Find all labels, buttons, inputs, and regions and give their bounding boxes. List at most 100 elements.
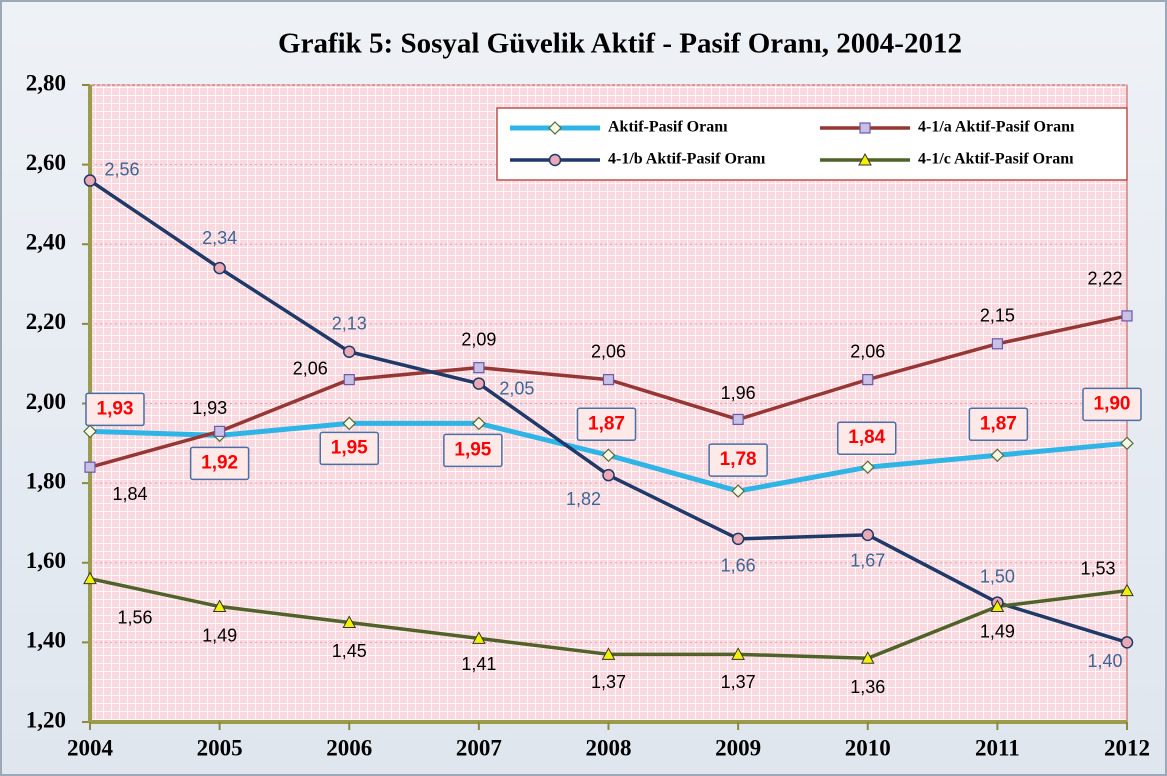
data-label: 1,41 [461,654,496,674]
data-label: 1,95 [454,439,491,460]
marker [548,121,562,135]
data-label: 1,93 [192,398,227,418]
legend-label: 4-1/c Aktif-Pasif Oranı [918,151,1074,168]
marker [212,599,227,613]
data-label: 1,37 [721,672,756,692]
marker [84,461,96,473]
data-label: 1,37 [591,672,626,692]
x-tick-label: 2010 [845,735,891,760]
plot-area [89,84,1128,723]
y-tick-label: 2,20 [26,309,66,334]
y-tick-label: 2,60 [26,150,66,175]
data-label: 1,45 [332,641,367,661]
x-tick-label: 2007 [456,735,502,760]
data-label: 1,93 [97,398,134,419]
data-label: 1,56 [117,607,152,627]
data-label: 2,05 [499,378,534,398]
marker [472,631,486,644]
marker [731,484,745,498]
y-tick-label: 2,80 [26,70,66,95]
data-label: 1,49 [202,625,237,645]
marker [1121,310,1133,322]
marker [83,424,97,439]
data-label: 1,66 [721,556,756,576]
marker [343,345,356,358]
marker [860,460,875,475]
y-tick-label: 2,40 [26,230,66,255]
marker [731,532,745,546]
marker [860,651,875,664]
data-label: 1,95 [331,437,368,458]
data-label: 1,78 [720,449,757,470]
marker [731,647,745,660]
data-label: 1,96 [721,383,756,403]
data-label: 1,67 [850,551,885,571]
y-tick-label: 1,40 [26,628,66,653]
label-box [85,392,145,427]
marker [861,528,874,542]
marker [859,122,871,134]
data-label: 1,84 [112,484,147,504]
data-label: 1,90 [1094,393,1131,414]
marker [214,425,226,437]
marker [602,374,615,386]
legend-label: Aktif-Pasif Oranı [608,119,728,136]
data-label: 1,36 [850,677,885,697]
label-box [837,421,897,455]
data-label: 1,92 [201,452,238,473]
legend-label: 4-1/a Aktif-Pasif Oranı [918,119,1075,136]
marker [990,599,1005,613]
data-label: 2,56 [104,159,139,179]
data-label: 1,50 [980,566,1015,586]
data-label: 1,87 [980,413,1017,434]
label-box [1082,387,1142,422]
data-label: 2,06 [850,341,885,361]
label-box [189,446,250,481]
x-tick-label: 2008 [586,735,632,760]
marker [548,153,562,167]
marker [83,174,97,187]
data-label: 2,13 [332,313,367,333]
x-tick-label: 2011 [975,735,1020,760]
label-box [708,443,768,477]
marker [1120,436,1134,451]
chart-title: Grafik 5: Sosyal Güvelik Aktif - Pasif O… [278,28,962,60]
data-label: 1,49 [980,621,1015,641]
marker [472,377,486,390]
marker [602,468,615,482]
marker [862,374,874,386]
label-box [443,433,503,468]
marker [601,448,616,463]
data-label: 2,06 [293,358,328,378]
marker [991,338,1003,350]
marker [1120,636,1134,649]
x-tick-label: 2012 [1104,735,1150,760]
x-tick-label: 2004 [67,735,114,760]
marker [342,615,357,628]
x-tick-label: 2005 [197,735,243,760]
legend-label: 4-1/b Aktif-Pasif Oranı [608,151,766,168]
marker [213,261,226,275]
data-label: 1,53 [1080,558,1115,578]
marker [83,571,97,585]
marker [473,362,485,374]
marker [343,374,355,386]
data-label: 2,15 [980,306,1015,326]
marker [601,647,616,660]
data-label: 1,84 [848,427,885,448]
marker [472,416,486,431]
data-label: 2,06 [591,341,626,361]
marker [732,413,744,426]
data-label: 2,34 [202,228,237,248]
y-tick-label: 1,60 [26,548,66,573]
y-tick-label: 1,20 [26,707,66,732]
marker [858,152,872,166]
y-tick-label: 2,00 [26,389,66,414]
marker [342,416,357,431]
label-box [576,407,637,442]
x-tick-label: 2006 [326,735,372,760]
data-label: 2,22 [1087,269,1122,289]
label-box [319,431,379,466]
data-label: 1,82 [566,489,601,509]
